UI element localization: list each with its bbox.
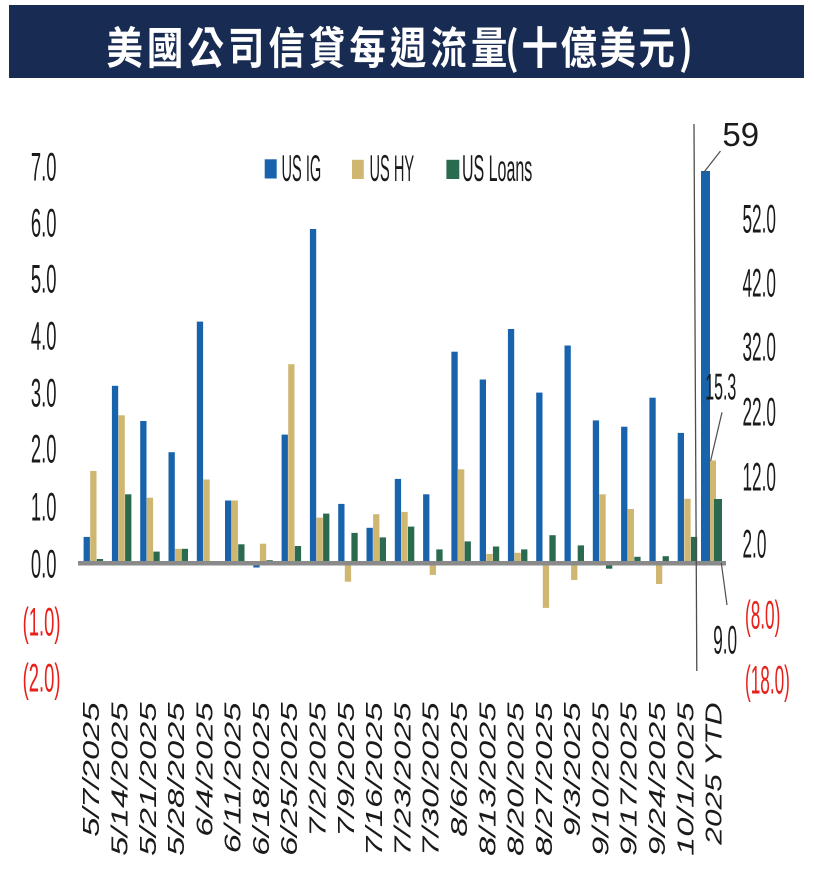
svg-text:9/3/2025: 9/3/2025: [560, 702, 586, 837]
svg-text:42.0: 42.0: [743, 260, 776, 305]
svg-text:7/30/2025: 7/30/2025: [418, 702, 444, 856]
svg-text:7/23/2025: 7/23/2025: [390, 702, 416, 856]
svg-text:4.0: 4.0: [31, 313, 57, 358]
svg-text:6/25/2025: 6/25/2025: [277, 702, 303, 856]
svg-text:59: 59: [722, 116, 759, 153]
svg-text:5.0: 5.0: [31, 256, 57, 301]
svg-text:9/24/2025: 9/24/2025: [645, 702, 671, 856]
svg-text:15.3: 15.3: [705, 367, 736, 409]
svg-text:7/2/2025: 7/2/2025: [305, 702, 331, 837]
svg-text:7/9/2025: 7/9/2025: [333, 702, 359, 837]
svg-text:5/28/2025: 5/28/2025: [164, 702, 190, 856]
svg-text:6/18/2025: 6/18/2025: [249, 702, 275, 856]
svg-text:US IG: US IG: [282, 147, 322, 189]
svg-text:2.0: 2.0: [31, 426, 57, 471]
svg-text:2025 YTD: 2025 YTD: [701, 703, 727, 846]
svg-text:10/1/2025: 10/1/2025: [673, 702, 699, 856]
svg-text:32.0: 32.0: [743, 324, 776, 369]
svg-text:9.0: 9.0: [713, 617, 737, 662]
svg-text:22.0: 22.0: [743, 389, 776, 434]
svg-text:6.0: 6.0: [31, 200, 57, 245]
svg-text:1.0: 1.0: [31, 484, 57, 529]
svg-text:7.0: 7.0: [31, 144, 57, 189]
svg-text:(8.0): (8.0): [745, 592, 780, 637]
svg-text:9/17/2025: 9/17/2025: [616, 702, 642, 856]
svg-text:(18.0): (18.0): [745, 657, 790, 702]
svg-text:6/11/2025: 6/11/2025: [220, 702, 246, 854]
svg-text:7/16/2025: 7/16/2025: [362, 702, 388, 856]
svg-text:8/20/2025: 8/20/2025: [503, 702, 529, 856]
svg-text:6/4/2025: 6/4/2025: [192, 702, 218, 837]
svg-text:8/13/2025: 8/13/2025: [475, 702, 501, 856]
svg-text:(2.0): (2.0): [23, 655, 61, 700]
svg-text:US Loans: US Loans: [462, 149, 532, 191]
svg-text:8/27/2025: 8/27/2025: [531, 702, 557, 856]
svg-text:8/6/2025: 8/6/2025: [447, 702, 473, 837]
svg-text:5/21/2025: 5/21/2025: [135, 702, 161, 856]
svg-text:9/10/2025: 9/10/2025: [588, 702, 614, 856]
svg-text:US HY: US HY: [370, 147, 415, 189]
svg-text:2.0: 2.0: [743, 521, 767, 566]
svg-text:52.0: 52.0: [743, 196, 776, 241]
svg-text:5/14/2025: 5/14/2025: [107, 702, 133, 856]
svg-text:0.0: 0.0: [31, 541, 57, 586]
svg-text:5/7/2025: 5/7/2025: [79, 702, 105, 837]
svg-text:12.0: 12.0: [743, 454, 776, 499]
svg-text:(1.0): (1.0): [23, 599, 61, 644]
svg-text:3.0: 3.0: [31, 370, 57, 415]
